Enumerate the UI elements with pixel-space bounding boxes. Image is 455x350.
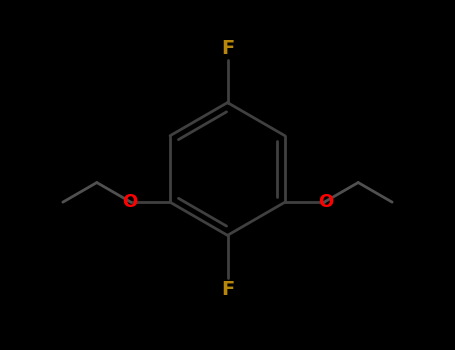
Text: O: O	[318, 193, 334, 211]
Text: F: F	[221, 280, 234, 299]
Text: O: O	[121, 193, 137, 211]
Text: F: F	[221, 39, 234, 58]
